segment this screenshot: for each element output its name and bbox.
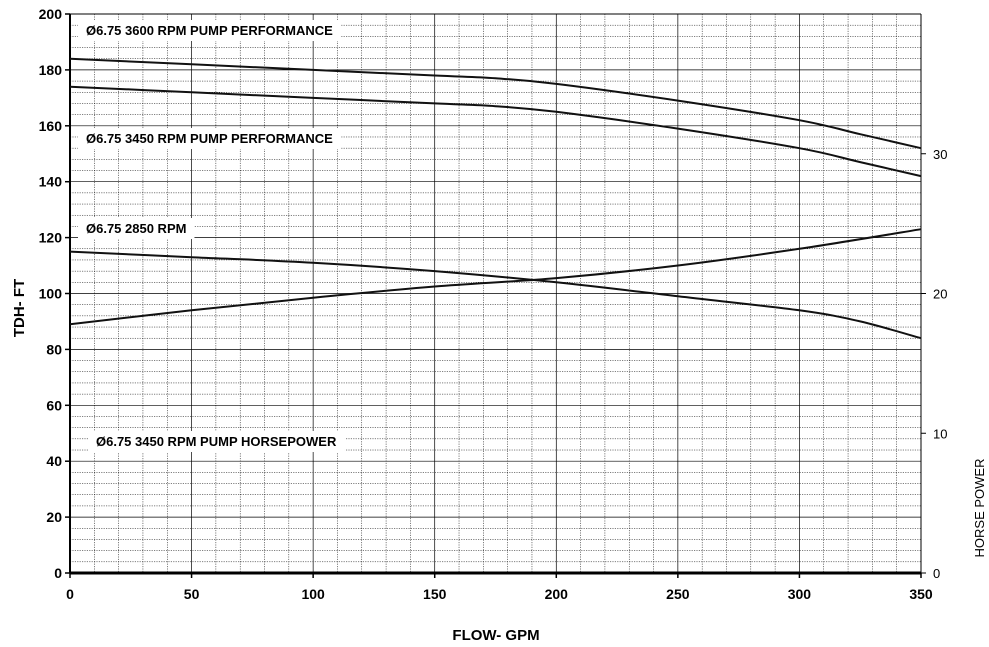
series-label-text: Ø6.75 3450 RPM PUMP PERFORMANCE <box>86 131 333 146</box>
x-tick-label: 0 <box>66 586 74 602</box>
y-tick-label: 140 <box>39 174 63 190</box>
y2-tick-label: 10 <box>933 426 947 441</box>
series-label-text: Ø6.75 3450 RPM PUMP HORSEPOWER <box>96 434 337 449</box>
series-3600-rpm-performance-label: Ø6.75 3600 RPM PUMP PERFORMANCE <box>78 20 342 41</box>
grid <box>69 13 922 574</box>
y2-tick-label: 30 <box>933 147 947 162</box>
label-background <box>78 128 342 149</box>
y-tick-label: 60 <box>46 397 62 413</box>
x-tick-label: 200 <box>545 586 569 602</box>
series-3600-rpm-performance-line <box>69 57 922 150</box>
y-tick-label: 100 <box>39 286 63 302</box>
label-background <box>78 20 342 41</box>
x-axis-title: FLOW- GPM <box>452 627 539 644</box>
x-tick-label: 100 <box>301 586 325 602</box>
label-background <box>78 218 195 239</box>
series-3450-rpm-performance-line <box>69 85 922 178</box>
x-tick-label: 250 <box>666 586 690 602</box>
y-tick-label: 80 <box>46 341 62 357</box>
y-tick-label: 160 <box>39 118 63 134</box>
series-labels: Ø6.75 3600 RPM PUMP PERFORMANCE Ø6.75 345… <box>78 20 345 452</box>
x-tick-label: 300 <box>788 586 812 602</box>
y-tick-label: 20 <box>46 509 62 525</box>
y-tick-label: 40 <box>46 453 62 469</box>
y2-axis-title: HORSE POWER <box>972 459 987 558</box>
x-tick-label: 50 <box>184 586 200 602</box>
y2-tick-label: 20 <box>933 287 947 302</box>
y2-tick-label: 0 <box>933 566 940 581</box>
series-3450-rpm-horsepower-line <box>69 228 922 326</box>
series-3450-rpm-performance-label: Ø6.75 3450 RPM PUMP PERFORMANCE <box>78 128 342 149</box>
series-2850-rpm-line <box>69 250 922 340</box>
y-tick-label: 180 <box>39 62 63 78</box>
x-tick-label: 350 <box>909 586 933 602</box>
y-tick-label: 200 <box>39 6 63 22</box>
label-background <box>88 431 345 452</box>
series-3450-rpm-horsepower-label: Ø6.75 3450 RPM PUMP HORSEPOWER <box>88 431 345 452</box>
series-2850-rpm-label: Ø6.75 2850 RPM <box>78 218 195 239</box>
y-tick-label: 120 <box>39 230 63 246</box>
x-tick-label: 150 <box>423 586 447 602</box>
series-label-text: Ø6.75 2850 RPM <box>86 221 186 236</box>
series-label-text: Ø6.75 3600 RPM PUMP PERFORMANCE <box>86 23 333 38</box>
y-tick-label: 0 <box>54 565 62 581</box>
y-axis-title: TDH- FT <box>11 279 28 337</box>
series-lines <box>69 57 922 340</box>
